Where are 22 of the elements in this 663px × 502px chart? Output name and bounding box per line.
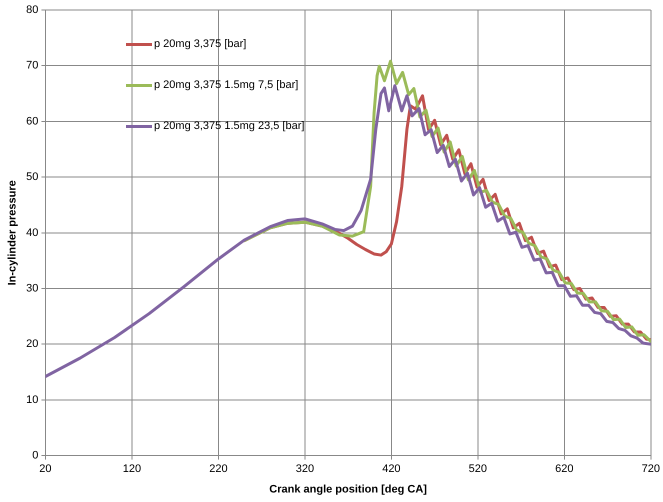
y-tick-label: 80: [26, 4, 38, 16]
legend-label: p 20mg 3,375 1.5mg 7,5 [bar]: [154, 79, 298, 91]
x-tick-label: 520: [468, 463, 488, 476]
x-tick-label: 320: [296, 463, 314, 476]
y-tick-label: 60: [26, 115, 38, 128]
y-tick-label: 20: [26, 338, 38, 350]
legend-label: p 20mg 3,375 [bar]: [154, 38, 246, 50]
legend-label: p 20mg 3,375 1.5mg 23,5 [bar]: [154, 120, 304, 132]
x-tick-label: 220: [209, 463, 228, 476]
y-tick-label: 30: [26, 282, 38, 295]
x-tick-label: 20: [39, 463, 52, 476]
x-axis-title: Crank angle position [deg CA]: [269, 483, 428, 496]
x-tick-label: 120: [122, 463, 142, 476]
x-tick-label: 620: [555, 463, 574, 476]
y-tick-label: 0: [32, 450, 38, 462]
x-tick-label: 720: [642, 463, 660, 476]
y-tick-label: 50: [26, 171, 38, 184]
y-tick-label: 40: [26, 226, 38, 239]
y-tick-label: 10: [26, 394, 38, 406]
y-axis-title: In-cylinder pressure: [6, 180, 19, 286]
y-tick-label: 70: [26, 60, 38, 72]
x-tick-label: 420: [382, 463, 401, 476]
